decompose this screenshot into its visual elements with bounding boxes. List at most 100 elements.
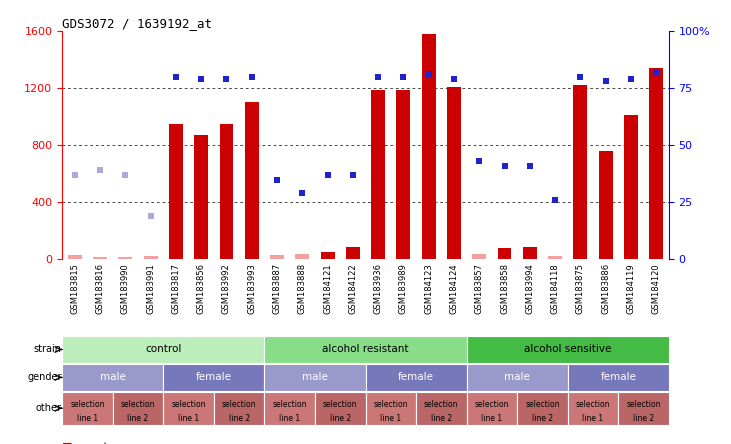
Bar — [62, 336, 265, 363]
Bar — [113, 392, 163, 425]
Text: GSM183875: GSM183875 — [576, 263, 585, 314]
Bar — [366, 392, 416, 425]
Text: ■: ■ — [62, 442, 72, 444]
Bar — [213, 392, 265, 425]
Bar — [169, 124, 183, 259]
Text: GSM183816: GSM183816 — [96, 263, 105, 314]
Text: GSM183815: GSM183815 — [70, 263, 79, 314]
Bar — [396, 90, 410, 259]
Text: GSM183993: GSM183993 — [247, 263, 257, 314]
Bar — [447, 87, 461, 259]
Bar — [466, 336, 669, 363]
Bar — [416, 392, 466, 425]
Text: line 1: line 1 — [380, 414, 401, 423]
Text: GSM183856: GSM183856 — [197, 263, 205, 314]
Text: selection: selection — [171, 400, 206, 409]
Bar — [518, 392, 568, 425]
Text: GSM184122: GSM184122 — [349, 263, 357, 314]
Text: GSM183989: GSM183989 — [399, 263, 408, 314]
Bar — [568, 364, 669, 391]
Text: selection: selection — [424, 400, 458, 409]
Bar — [624, 115, 638, 259]
Text: control: control — [145, 345, 181, 354]
Bar — [466, 392, 518, 425]
Text: line 2: line 2 — [532, 414, 553, 423]
Bar — [315, 392, 366, 425]
Bar — [371, 90, 385, 259]
Text: GSM184124: GSM184124 — [450, 263, 458, 314]
Bar — [194, 135, 208, 259]
Bar — [422, 34, 436, 259]
Text: selection: selection — [626, 400, 661, 409]
Bar — [68, 255, 82, 259]
Text: line 1: line 1 — [178, 414, 199, 423]
Text: GSM184121: GSM184121 — [323, 263, 332, 314]
Text: GDS3072 / 1639192_at: GDS3072 / 1639192_at — [62, 17, 212, 30]
Bar — [366, 364, 466, 391]
Bar — [568, 392, 618, 425]
Bar — [163, 392, 213, 425]
Bar — [265, 364, 366, 391]
Bar — [523, 247, 537, 259]
Text: GSM184118: GSM184118 — [550, 263, 560, 314]
Text: GSM184123: GSM184123 — [424, 263, 433, 314]
Text: line 2: line 2 — [633, 414, 654, 423]
Text: GSM184119: GSM184119 — [626, 263, 635, 314]
Bar — [219, 124, 233, 259]
Text: male: male — [99, 373, 126, 382]
Bar — [118, 257, 132, 259]
Text: selection: selection — [374, 400, 408, 409]
Text: male: male — [302, 373, 328, 382]
Bar — [295, 254, 309, 259]
Bar — [265, 392, 315, 425]
Text: female: female — [600, 373, 636, 382]
Text: selection: selection — [525, 400, 560, 409]
Bar — [93, 257, 107, 259]
Bar — [346, 246, 360, 259]
Bar — [599, 151, 613, 259]
Bar — [62, 392, 113, 425]
Text: alcohol sensitive: alcohol sensitive — [524, 345, 611, 354]
Text: line 1: line 1 — [583, 414, 604, 423]
Text: other: other — [36, 403, 61, 413]
Text: selection: selection — [121, 400, 155, 409]
Text: GSM183886: GSM183886 — [601, 263, 610, 314]
Text: GSM183936: GSM183936 — [374, 263, 382, 314]
Text: GSM183992: GSM183992 — [222, 263, 231, 314]
Bar — [498, 248, 512, 259]
Text: GSM183817: GSM183817 — [171, 263, 181, 314]
Bar — [62, 364, 163, 391]
Bar — [472, 254, 486, 259]
Text: selection: selection — [221, 400, 257, 409]
Text: alcohol resistant: alcohol resistant — [322, 345, 409, 354]
Text: male: male — [504, 373, 530, 382]
Text: selection: selection — [576, 400, 610, 409]
Text: GSM183888: GSM183888 — [298, 263, 307, 314]
Bar — [163, 364, 265, 391]
Text: GSM183991: GSM183991 — [146, 263, 155, 314]
Text: selection: selection — [70, 400, 105, 409]
Text: count: count — [80, 442, 108, 444]
Text: selection: selection — [323, 400, 357, 409]
Bar — [548, 256, 562, 259]
Bar — [466, 364, 568, 391]
Text: selection: selection — [273, 400, 307, 409]
Text: line 2: line 2 — [431, 414, 452, 423]
Text: GSM183994: GSM183994 — [526, 263, 534, 314]
Bar — [618, 392, 669, 425]
Bar — [265, 336, 466, 363]
Bar — [270, 255, 284, 259]
Text: line 1: line 1 — [481, 414, 502, 423]
Text: selection: selection — [474, 400, 510, 409]
Text: line 2: line 2 — [229, 414, 250, 423]
Text: gender: gender — [27, 373, 61, 382]
Text: female: female — [196, 373, 232, 382]
Bar — [321, 252, 335, 259]
Text: GSM184120: GSM184120 — [652, 263, 661, 314]
Bar — [144, 256, 158, 259]
Text: GSM183990: GSM183990 — [121, 263, 130, 314]
Text: GSM183858: GSM183858 — [500, 263, 509, 314]
Text: GSM183857: GSM183857 — [474, 263, 484, 314]
Text: line 2: line 2 — [330, 414, 351, 423]
Text: line 1: line 1 — [77, 414, 98, 423]
